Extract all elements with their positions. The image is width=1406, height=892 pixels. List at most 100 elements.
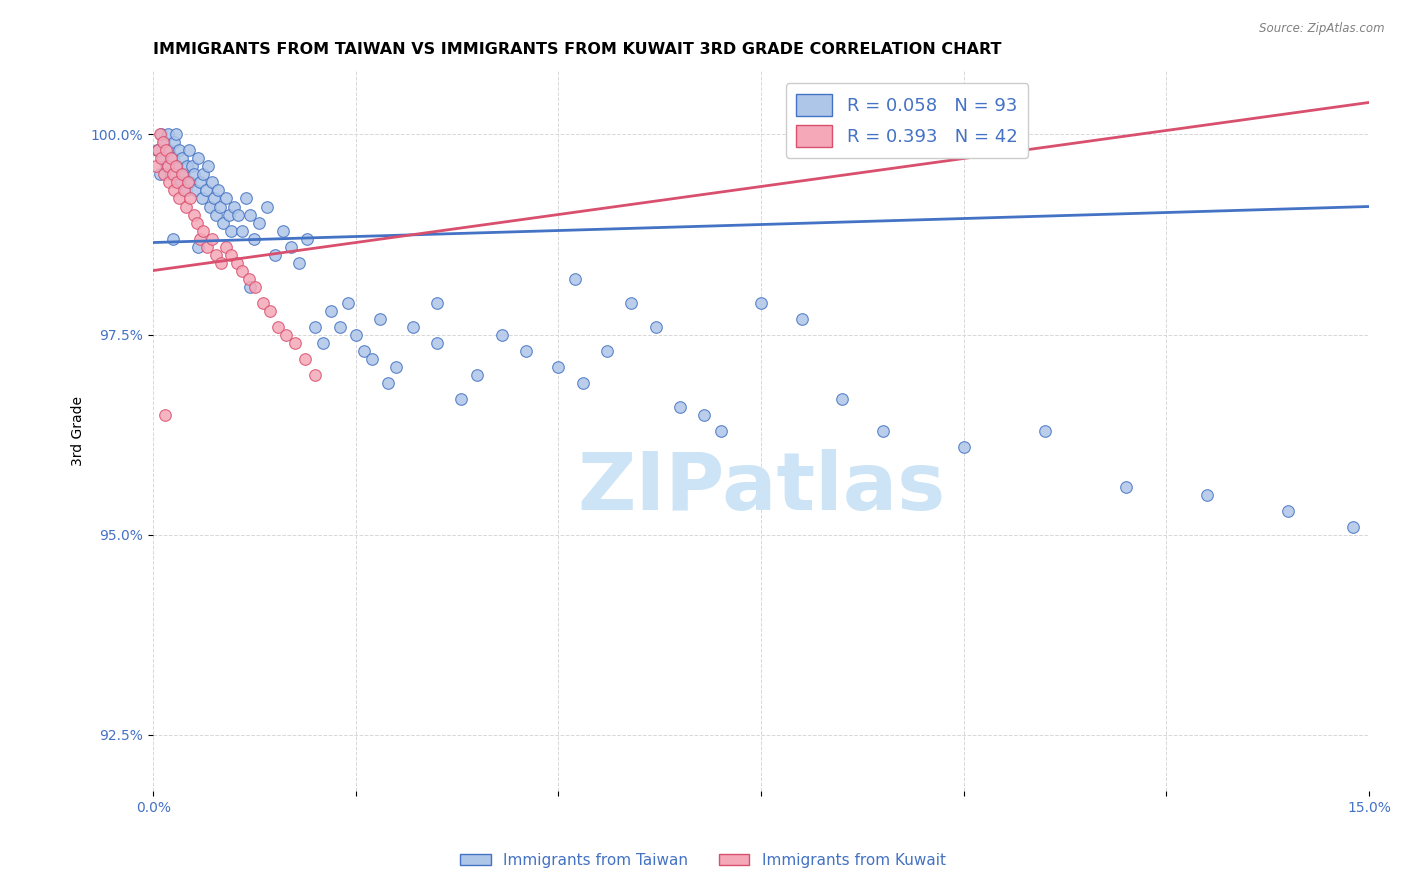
Point — [155, 408, 177, 422]
Point — [336, 295, 359, 310]
Point — [225, 255, 247, 269]
Point — [304, 319, 326, 334]
Point — [157, 176, 180, 190]
Point — [157, 144, 180, 158]
Point — [321, 303, 343, 318]
Point — [263, 247, 285, 261]
Point — [749, 295, 772, 310]
Point — [173, 184, 195, 198]
Point — [150, 128, 173, 142]
Point — [156, 160, 179, 174]
Point — [1341, 519, 1364, 533]
Point — [209, 200, 232, 214]
Point — [329, 319, 352, 334]
Point — [239, 207, 262, 221]
Point — [1195, 488, 1218, 502]
Point — [215, 239, 238, 253]
Point — [831, 392, 853, 406]
Point — [163, 136, 186, 150]
Point — [368, 311, 391, 326]
Point — [153, 168, 176, 182]
Point — [162, 231, 184, 245]
Point — [620, 295, 643, 310]
Point — [295, 231, 318, 245]
Point — [155, 160, 177, 174]
Point — [165, 128, 187, 142]
Point — [146, 144, 169, 158]
Point — [426, 335, 449, 350]
Point — [596, 343, 619, 358]
Point — [256, 200, 278, 214]
Point — [149, 168, 172, 182]
Point — [231, 223, 253, 237]
Point — [243, 231, 266, 245]
Point — [145, 160, 167, 174]
Point — [162, 168, 184, 182]
Point — [1033, 424, 1056, 438]
Point — [377, 376, 399, 390]
Point — [872, 424, 894, 438]
Point — [515, 343, 537, 358]
Point — [160, 168, 183, 182]
Point — [202, 192, 225, 206]
Point — [150, 152, 173, 166]
Point — [212, 215, 235, 229]
Text: IMMIGRANTS FROM TAIWAN VS IMMIGRANTS FROM KUWAIT 3RD GRADE CORRELATION CHART: IMMIGRANTS FROM TAIWAN VS IMMIGRANTS FRO… — [153, 42, 1001, 57]
Point — [174, 200, 197, 214]
Point — [191, 192, 214, 206]
Point — [280, 239, 302, 253]
Point — [165, 160, 187, 174]
Point — [176, 160, 198, 174]
Point — [155, 144, 177, 158]
Point — [184, 184, 207, 198]
Point — [259, 303, 281, 318]
Point — [152, 152, 174, 166]
Point — [644, 319, 666, 334]
Point — [215, 192, 238, 206]
Point — [344, 327, 367, 342]
Legend: Immigrants from Taiwan, Immigrants from Kuwait: Immigrants from Taiwan, Immigrants from … — [454, 847, 952, 873]
Point — [450, 392, 472, 406]
Point — [226, 207, 249, 221]
Point — [245, 279, 267, 293]
Point — [188, 231, 211, 245]
Point — [170, 176, 193, 190]
Point — [187, 152, 209, 166]
Point — [205, 207, 228, 221]
Point — [167, 144, 190, 158]
Point — [146, 144, 169, 158]
Point — [491, 327, 513, 342]
Text: ZIPatlas: ZIPatlas — [576, 450, 945, 527]
Point — [385, 359, 408, 374]
Point — [156, 128, 179, 142]
Point — [267, 319, 290, 334]
Point — [152, 136, 174, 150]
Point — [166, 176, 188, 190]
Point — [547, 359, 569, 374]
Point — [693, 408, 716, 422]
Point — [361, 351, 384, 366]
Y-axis label: 3rd Grade: 3rd Grade — [72, 396, 86, 466]
Point — [163, 184, 186, 198]
Point — [207, 184, 229, 198]
Point — [669, 400, 692, 414]
Point — [564, 271, 586, 285]
Point — [1277, 504, 1299, 518]
Point — [426, 295, 449, 310]
Point — [200, 231, 222, 245]
Point — [194, 184, 217, 198]
Point — [162, 152, 184, 166]
Point — [183, 168, 205, 182]
Point — [166, 160, 188, 174]
Point — [197, 160, 219, 174]
Point — [173, 168, 195, 182]
Point — [193, 223, 215, 237]
Point — [288, 255, 311, 269]
Point — [709, 424, 731, 438]
Point — [179, 176, 201, 190]
Point — [183, 207, 205, 221]
Point — [187, 239, 209, 253]
Point — [218, 207, 240, 221]
Point — [160, 152, 183, 166]
Point — [353, 343, 375, 358]
